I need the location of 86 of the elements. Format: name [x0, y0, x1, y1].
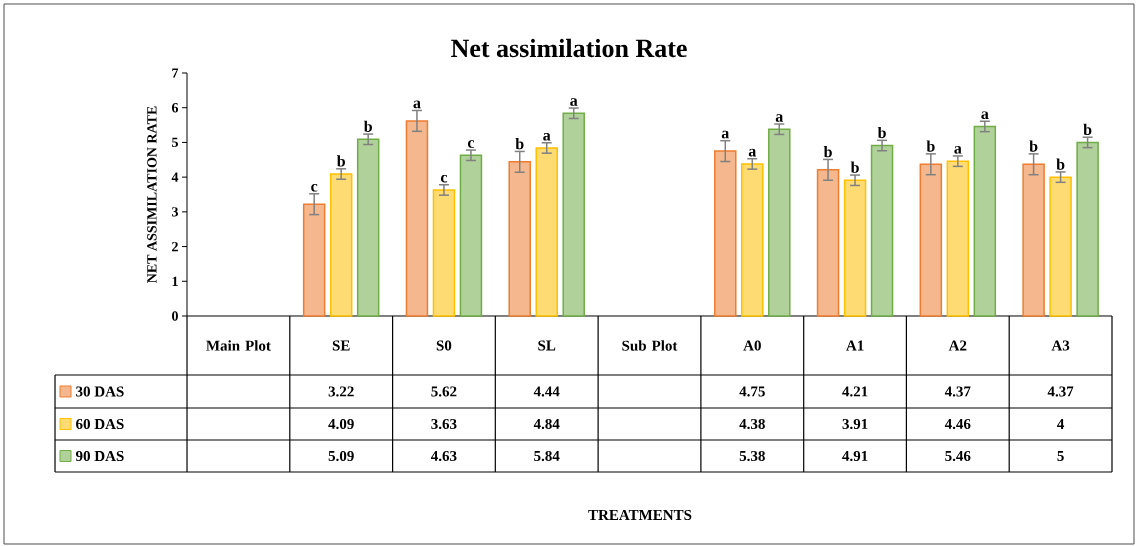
y-tick-label: 1: [172, 276, 178, 286]
data-label: 4.37: [944, 386, 971, 397]
annotation: a: [543, 132, 551, 141]
data-label: 4.44: [533, 386, 560, 397]
data-label: 4.91: [842, 450, 868, 462]
annotation: b: [926, 140, 935, 152]
data-label: 4: [1057, 419, 1065, 429]
annotation: b: [515, 137, 524, 150]
data-label: 4.63: [430, 450, 457, 462]
bar: [843, 179, 867, 317]
bar: [870, 144, 894, 317]
x-tick-label: A1: [846, 340, 864, 351]
y-axis-title: NET ASSIMILATION RATE: [147, 106, 157, 284]
data-label: 3.63: [431, 418, 457, 430]
bar: [356, 138, 380, 317]
annotation: b: [1056, 158, 1065, 170]
data-label: 4.21: [842, 386, 868, 397]
annotation: c: [467, 140, 475, 148]
x-tick-label: A3: [1051, 340, 1070, 351]
bar: [459, 154, 483, 317]
data-label: 5: [1057, 451, 1064, 461]
annotation: c: [440, 174, 448, 183]
data-label: 4.75: [739, 386, 765, 397]
bar: [741, 163, 764, 317]
bar: [816, 169, 840, 317]
annotation: a: [570, 98, 578, 106]
annotation: b: [823, 145, 832, 158]
annotation: a: [748, 148, 757, 157]
bar: [432, 189, 456, 317]
annotation: a: [981, 111, 989, 120]
legend-label: 30 DAS: [76, 386, 124, 397]
legend-label: 90 DAS: [75, 450, 124, 462]
x-tick-label: A0: [743, 340, 761, 351]
bar: [946, 160, 970, 317]
bar: [1049, 176, 1072, 317]
x-tick-label: A2: [948, 340, 967, 351]
y-tick-label: 3: [172, 207, 178, 217]
y-tick-label: 2: [172, 241, 178, 252]
legend-label: 60 DAS: [76, 418, 124, 430]
annotation: b: [363, 120, 372, 132]
y-tick-label: 4: [171, 172, 179, 182]
x-tick-label: S0: [436, 340, 452, 351]
data-label: 5.09: [328, 450, 354, 462]
y-tick-label: 0: [172, 311, 178, 321]
bar: [508, 161, 531, 317]
annotation: a: [954, 146, 962, 154]
bar: [405, 120, 429, 317]
x-tick-label: SL: [538, 340, 556, 351]
data-label: 5.38: [739, 450, 765, 462]
bar: [919, 163, 943, 317]
bar: [714, 150, 737, 317]
annotation: b: [877, 126, 886, 139]
bar: [562, 112, 585, 317]
x-tick-label: SE: [332, 340, 350, 351]
annotation: b: [1029, 140, 1038, 152]
bar: [535, 147, 558, 317]
annotation: b: [1083, 123, 1092, 136]
data-label: 4.38: [739, 418, 765, 430]
chart-title: Net assimilation Rate: [451, 38, 687, 58]
annotation: a: [775, 114, 784, 122]
annotation: b: [850, 161, 859, 173]
y-tick-label: 5: [172, 137, 178, 148]
data-label: 4.37: [1047, 386, 1074, 397]
bar: [973, 125, 997, 317]
bar: [768, 128, 791, 317]
bar: [1076, 141, 1099, 317]
data-label: 5.46: [945, 450, 971, 462]
annotation: a: [413, 100, 421, 109]
y-tick-label: 7: [172, 68, 179, 78]
bar: [302, 203, 326, 317]
bar: [1022, 163, 1045, 317]
data-label: 4.46: [944, 418, 971, 430]
bar: [329, 173, 353, 317]
data-label: 5.62: [431, 386, 457, 397]
x-tick-label: Main Plot: [206, 340, 271, 351]
annotation: a: [721, 130, 730, 139]
x-tick-label: Sub Plot: [622, 340, 678, 351]
data-label: 5.84: [534, 450, 560, 462]
data-label: 3.91: [842, 418, 868, 430]
y-tick-label: 6: [171, 103, 179, 113]
annotation: c: [311, 183, 318, 192]
annotation: b: [336, 155, 345, 167]
data-label: 3.22: [328, 386, 354, 397]
data-label: 4.09: [328, 418, 354, 430]
data-label: 4.84: [533, 418, 560, 430]
text: TREATMENTS: [588, 509, 692, 521]
